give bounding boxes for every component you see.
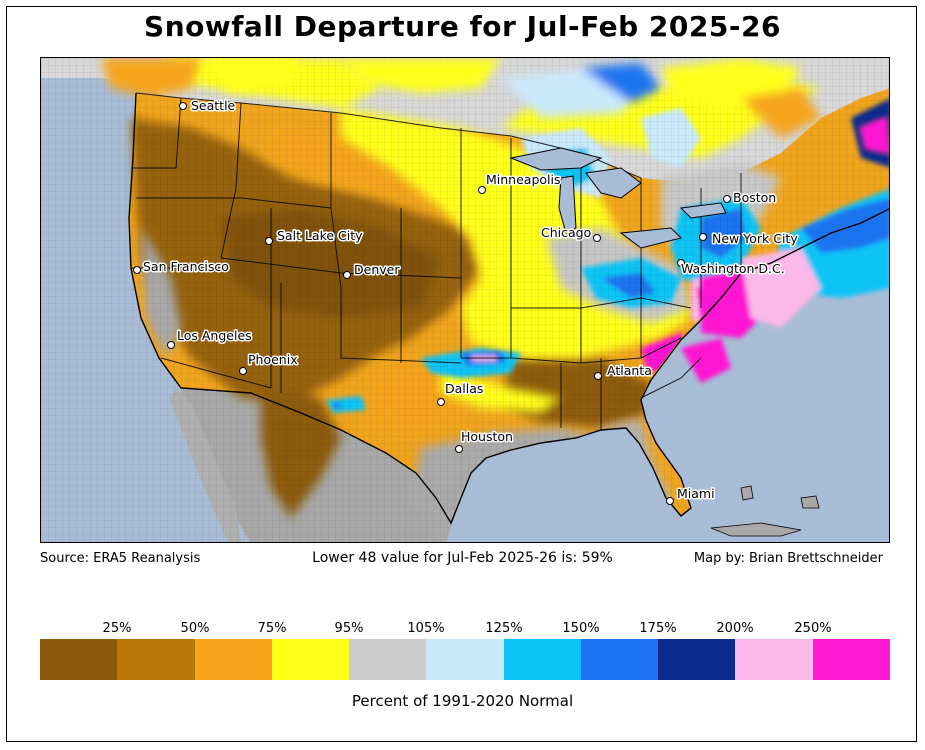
- city-label: Atlanta: [607, 363, 652, 378]
- city-chicago: Chicago: [540, 224, 601, 242]
- city-label: Chicago: [541, 225, 591, 240]
- city-miami: Miami: [666, 485, 716, 505]
- city-label: Minneapolis: [486, 172, 561, 187]
- city-marker: [133, 266, 141, 274]
- figure-frame: [6, 6, 917, 742]
- offshore-shading: [681, 99, 889, 383]
- legend-tick: 75%: [257, 621, 287, 636]
- legend-tick: 175%: [639, 621, 677, 636]
- legend-tick: 250%: [794, 621, 832, 636]
- city-marker: [437, 398, 445, 406]
- legend-swatch: [40, 639, 118, 680]
- city-label: Seattle: [191, 98, 236, 113]
- city-label: Denver: [354, 262, 400, 277]
- great-lakes: [509, 147, 727, 249]
- city-boston: Boston: [723, 189, 778, 207]
- city-label: Dallas: [445, 381, 483, 396]
- canada-shading: [101, 58, 821, 138]
- city-marker: [666, 497, 674, 505]
- legend-tick: 50%: [180, 621, 210, 636]
- city-dallas: Dallas: [437, 380, 485, 406]
- city-los-angeles: Los Angeles: [167, 327, 253, 349]
- legend-color-bar: [40, 639, 890, 680]
- city-seattle: Seattle: [179, 97, 237, 115]
- legend-tick: 95%: [334, 621, 364, 636]
- legend-swatch: [271, 639, 350, 680]
- legend-ticks: 25% 50% 75% 95% 105% 125% 150% 175% 200%…: [40, 621, 890, 639]
- legend-swatch: [580, 639, 659, 680]
- city-label: Boston: [733, 190, 776, 205]
- city-minneapolis: Minneapolis: [478, 171, 562, 194]
- legend-tick: 125%: [485, 621, 523, 636]
- city-marker: [265, 237, 273, 245]
- legend-tick: 25%: [102, 621, 132, 636]
- legend-tick: 150%: [562, 621, 600, 636]
- city-atlanta: Atlanta: [594, 362, 653, 380]
- city-phoenix: Phoenix: [239, 351, 299, 375]
- legend-swatch: [658, 639, 736, 680]
- city-marker: [167, 341, 175, 349]
- city-marker: [593, 234, 601, 242]
- source-note: Source: ERA5 Reanalysis: [40, 551, 201, 566]
- city-label: Houston: [461, 429, 513, 444]
- city-denver: Denver: [343, 261, 402, 279]
- city-label: San Francisco: [143, 259, 229, 274]
- map-title: Snowfall Departure for Jul-Feb 2025-26: [144, 10, 781, 43]
- city-washington-dc: Washington D.C.: [677, 259, 786, 278]
- legend-tick: 105%: [407, 621, 445, 636]
- city-new-york-city: New York City: [699, 230, 800, 248]
- city-marker: [239, 367, 247, 375]
- legend-swatch: [812, 639, 890, 680]
- legend-swatch: [194, 639, 272, 680]
- city-marker: [723, 195, 731, 203]
- city-label: Washington D.C.: [681, 261, 785, 276]
- city-label: Los Angeles: [177, 328, 252, 343]
- city-marker: [455, 445, 463, 453]
- legend-swatch: [426, 639, 504, 680]
- legend-tick: 200%: [716, 621, 754, 636]
- map-canvas: [41, 58, 889, 542]
- legend-swatch: [735, 639, 813, 680]
- legend-swatch: [349, 639, 427, 680]
- city-salt-lake-city: Salt Lake City: [265, 227, 365, 245]
- summary-value: Lower 48 value for Jul-Feb 2025-26 is: 5…: [312, 550, 613, 566]
- credit-note: Map by: Brian Brettschneider: [693, 551, 883, 566]
- city-marker: [343, 271, 351, 279]
- legend-swatch: [503, 639, 581, 680]
- city-marker: [478, 186, 486, 194]
- city-marker: [179, 102, 187, 110]
- city-layer: Seattle San Francisco Los Angeles Phoeni…: [133, 97, 800, 505]
- coastline: [128, 92, 889, 525]
- city-label: Miami: [677, 486, 715, 501]
- snowfall-map: Seattle San Francisco Los Angeles Phoeni…: [40, 57, 890, 543]
- city-san-francisco: San Francisco: [133, 258, 230, 276]
- city-label: Phoenix: [248, 352, 298, 367]
- legend-swatch: [117, 639, 195, 680]
- city-marker: [594, 372, 602, 380]
- city-label: New York City: [712, 231, 798, 246]
- legend-title: Percent of 1991-2020 Normal: [351, 692, 574, 710]
- city-marker: [699, 233, 707, 241]
- city-marker: [677, 259, 685, 267]
- city-houston: Houston: [455, 428, 514, 453]
- city-label: Salt Lake City: [277, 228, 363, 243]
- caribbean-islands: [710, 485, 820, 537]
